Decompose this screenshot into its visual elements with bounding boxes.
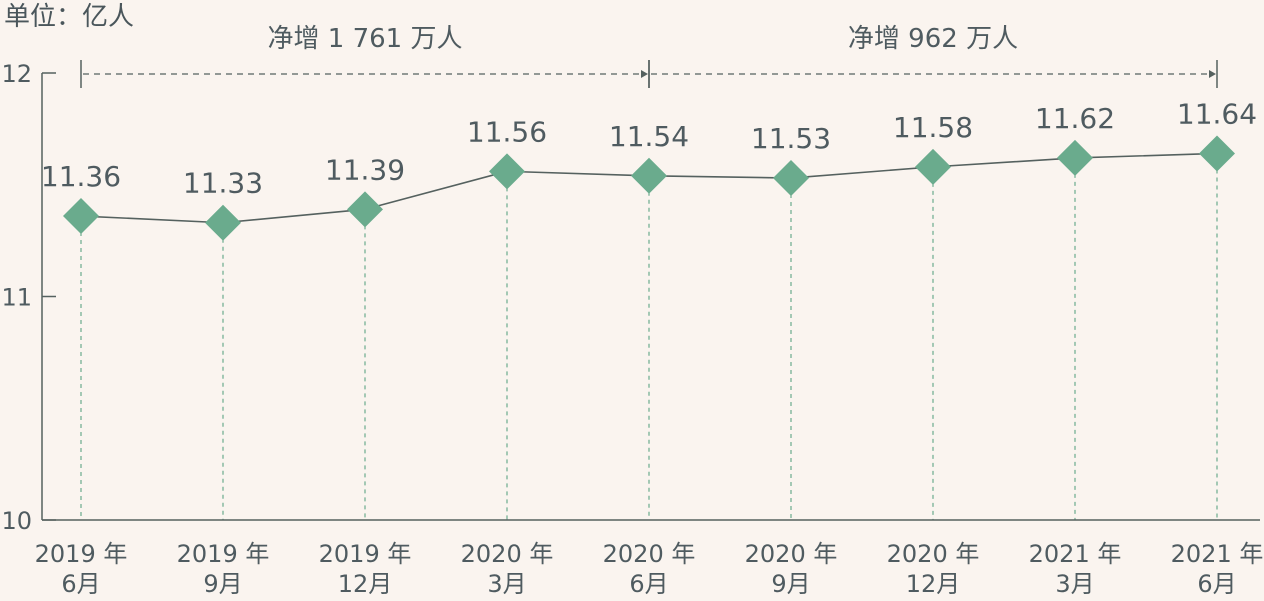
data-label: 11.62 xyxy=(1035,102,1115,135)
unit-label: 单位：亿人 xyxy=(4,2,135,32)
x-tick-label-month: 6月 xyxy=(1197,570,1236,598)
data-label: 11.56 xyxy=(467,115,547,148)
annotation-arrowhead xyxy=(641,70,648,78)
data-point xyxy=(773,160,809,197)
annotation-label: 净增 1 761 万人 xyxy=(268,24,463,54)
annotations: 净增 1 761 万人 净增 962 万人 xyxy=(80,24,1218,88)
x-tick-label-year: 2019 年 xyxy=(177,540,270,568)
data-label: 11.58 xyxy=(893,111,973,144)
x-tick-label-year: 2019 年 xyxy=(35,540,128,568)
data-label: 11.33 xyxy=(183,167,263,200)
annotation-label: 净增 962 万人 xyxy=(848,24,1018,54)
x-tick-label-year: 2020 年 xyxy=(745,540,838,568)
y-tick-label: 11 xyxy=(1,284,32,312)
x-tick-label-month: 6月 xyxy=(629,570,668,598)
x-tick-label-month: 3月 xyxy=(487,570,526,598)
x-tick-label-year: 2020 年 xyxy=(887,540,980,568)
y-tick-label: 10 xyxy=(1,507,32,535)
x-tick-label-year: 2021 年 xyxy=(1029,540,1122,568)
data-label: 11.53 xyxy=(751,122,831,155)
data-label: 11.39 xyxy=(325,153,405,186)
data-point xyxy=(915,148,951,185)
data-point xyxy=(631,157,667,194)
x-tick-label-month: 12月 xyxy=(338,570,393,598)
annotation-arrowhead xyxy=(1209,70,1216,78)
x-tick-label-year: 2020 年 xyxy=(461,540,554,568)
series: 11.36 11.33 11.39 11.56 11.54 11.53 11.58 11.62… xyxy=(41,97,1257,241)
x-tick-label-year: 2019 年 xyxy=(319,540,412,568)
data-point xyxy=(205,204,241,241)
x-tick-label-month: 6月 xyxy=(61,570,100,598)
data-label: 11.64 xyxy=(1177,97,1257,130)
axes: 10 11 12 xyxy=(1,60,1260,535)
data-point xyxy=(347,191,383,228)
data-label: 11.54 xyxy=(609,120,689,153)
data-label: 11.36 xyxy=(41,160,121,193)
y-tick-label: 12 xyxy=(1,60,32,88)
x-tick-label-month: 9月 xyxy=(203,570,242,598)
x-tick-label-month: 9月 xyxy=(771,570,810,598)
data-point xyxy=(1199,135,1235,172)
x-tick-label-year: 2021 年 xyxy=(1171,540,1264,568)
data-point xyxy=(489,153,525,190)
x-tick-label-month: 3月 xyxy=(1055,570,1094,598)
data-point xyxy=(63,198,99,235)
x-tick-label-month: 12月 xyxy=(906,570,961,598)
data-point xyxy=(1057,139,1093,176)
x-tick-label-year: 2020 年 xyxy=(603,540,696,568)
vertical-guides xyxy=(80,153,1218,520)
